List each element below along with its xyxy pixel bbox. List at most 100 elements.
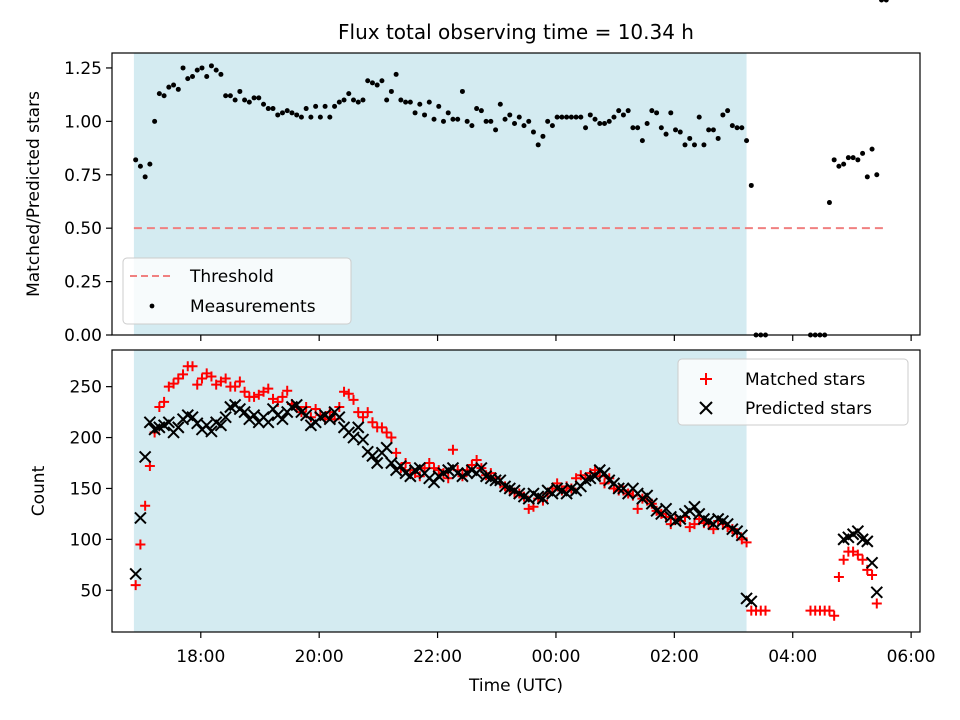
matched-star-point — [867, 569, 878, 580]
top-y-tick-label: 0.75 — [64, 166, 102, 186]
measurement-point — [744, 138, 750, 144]
x-axis-label: Time (UTC) — [468, 676, 563, 696]
legend-measurements-label: Measurements — [190, 297, 316, 317]
top-y-tick-label: 0.00 — [64, 326, 102, 346]
predicted-star-point — [290, 398, 303, 412]
measurement-point — [133, 157, 139, 163]
measurement-point — [545, 118, 551, 124]
matched-star-point — [376, 422, 387, 433]
matched-star-point — [234, 376, 245, 387]
bottom-panel: 50 100 150 200 250 18:00 20:00 22:00 00:00 02:00… — [29, 350, 936, 696]
measurement-point — [507, 112, 513, 118]
predicted-star-point — [645, 497, 659, 510]
matched-star-point — [424, 458, 435, 469]
matched-star-point — [367, 417, 378, 428]
measurement-point — [682, 142, 688, 148]
x-tick-label: 22:00 — [413, 647, 462, 667]
predicted-star-point — [333, 410, 346, 424]
measurement-point — [658, 125, 664, 131]
x-tick-label: 06:00 — [887, 647, 936, 667]
matched-star-point — [665, 519, 676, 530]
matched-star-point — [833, 572, 844, 583]
measurement-point — [341, 97, 347, 103]
measurement-point — [284, 108, 290, 114]
legend-measurements-swatch — [149, 303, 155, 309]
measurement-point — [279, 110, 285, 116]
measurement-point — [289, 110, 295, 116]
top-x-tick-marks — [200, 335, 912, 341]
predicted-star-point — [143, 416, 157, 429]
matched-star-point — [400, 458, 411, 469]
measurement-point — [673, 127, 679, 133]
measurement-point — [710, 127, 716, 133]
predicted-star-point — [380, 441, 393, 454]
measurement-point — [826, 200, 832, 206]
measurement-points — [133, 0, 889, 338]
x-tick-label: 04:00 — [768, 647, 817, 667]
measurement-point — [720, 112, 726, 118]
measurement-point — [426, 99, 432, 105]
matched-star-point — [140, 500, 151, 511]
measurement-point — [166, 84, 172, 90]
measurement-point — [322, 103, 328, 109]
measurement-point — [152, 118, 158, 124]
measurement-point — [687, 135, 693, 141]
measurement-point — [855, 157, 861, 163]
predicted-star-point — [262, 416, 275, 429]
measurement-point — [445, 110, 451, 116]
measurement-point — [573, 114, 579, 120]
matched-star-point — [339, 386, 350, 397]
measurement-point — [592, 116, 598, 122]
bottom-y-axis: 50 100 150 200 250 — [70, 378, 112, 601]
measurement-point — [864, 174, 870, 180]
measurement-point — [630, 125, 636, 131]
measurement-point — [142, 174, 148, 180]
matched-star-point — [381, 427, 392, 438]
measurement-point — [227, 93, 233, 99]
predicted-star-point — [370, 456, 384, 470]
measurement-point — [464, 118, 470, 124]
bottom-panel-frame — [111, 349, 921, 633]
matched-star-point — [362, 407, 373, 418]
matched-star-point — [523, 503, 534, 514]
matched-star-point — [824, 605, 835, 616]
predicted-star-point — [219, 410, 232, 424]
predicted-star-point — [745, 595, 758, 608]
measurement-point — [308, 114, 314, 120]
predicted-star-point — [475, 461, 488, 475]
measurement-point — [535, 142, 541, 148]
measurement-point — [270, 106, 276, 112]
predicted-star-point — [851, 525, 865, 538]
measurement-point — [303, 106, 309, 112]
matched-star-point — [206, 371, 217, 382]
x-tick-label: 20:00 — [295, 647, 344, 667]
measurement-point — [497, 101, 503, 107]
measurement-point — [218, 71, 224, 77]
measurement-point — [668, 110, 674, 116]
top-panel: 0.00 0.25 0.50 0.75 1.00 1.25 Matched/Predict… — [24, 0, 921, 346]
top-legend: Threshold Measurements — [122, 257, 352, 325]
matched-star-point — [357, 412, 368, 423]
measurement-point — [611, 114, 617, 120]
measurement-point — [398, 97, 404, 103]
matched-star-point — [343, 388, 354, 399]
bottom-x-axis: 18:00 20:00 22:00 00:00 02:00 04:00 06:00 — [176, 632, 936, 667]
measurement-point — [734, 125, 740, 131]
measurement-point — [649, 108, 655, 114]
predicted-star-point — [865, 556, 879, 569]
measurement-point — [246, 99, 252, 105]
predicted-star-point — [138, 450, 152, 464]
measurement-point — [365, 78, 371, 84]
measurement-point — [597, 121, 603, 126]
measurement-point — [874, 172, 880, 178]
measurement-point — [583, 125, 589, 131]
measurement-point — [204, 74, 210, 79]
predicted-star-point — [489, 474, 502, 487]
predicted-star-point — [735, 529, 749, 542]
measurement-point — [530, 129, 536, 135]
measurement-point — [644, 121, 650, 126]
measurement-point — [403, 99, 409, 105]
matched-star-point — [348, 394, 359, 405]
predicted-star-point — [323, 413, 337, 426]
